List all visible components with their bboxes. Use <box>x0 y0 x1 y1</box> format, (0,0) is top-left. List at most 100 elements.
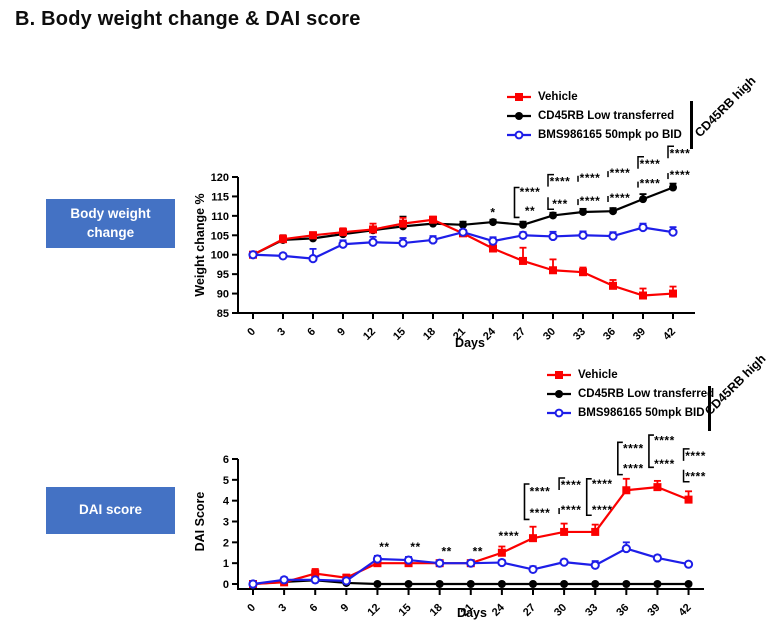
significance-stars: **** <box>623 461 644 475</box>
x-tick-label: 30 <box>541 326 558 343</box>
significance-stars: **** <box>561 503 582 517</box>
x-tick-label: 39 <box>631 326 648 343</box>
legend-item-vehicle: Vehicle <box>546 365 714 384</box>
significance-stars: **** <box>550 175 571 189</box>
legend-item-bms986165-50mpk-bid: BMS986165 50mpk BID <box>546 403 714 422</box>
axes <box>237 459 704 590</box>
square-marker-icon <box>507 92 531 101</box>
legend-item-label: Vehicle <box>538 90 578 103</box>
significance-stars: **** <box>654 457 675 471</box>
significance-stars: **** <box>685 470 706 484</box>
significance-stars: ** <box>379 540 389 554</box>
legend-item-label: Vehicle <box>578 368 618 381</box>
y-tick-label: 120 <box>211 172 229 184</box>
significance-stars: *** <box>552 197 568 211</box>
side-label-body-weight-change: Body weight change <box>46 199 175 248</box>
side-label-dai-score: DAI score <box>46 487 175 534</box>
significance-stars: **** <box>610 166 631 180</box>
circle-open-marker-icon <box>547 408 571 417</box>
x-tick-label: 18 <box>421 326 438 343</box>
x-tick-label: 39 <box>645 602 662 619</box>
legend-item-cd45rb-low-transferred: CD45RB Low transferred <box>546 384 714 403</box>
significance-stars: **** <box>640 177 661 191</box>
side-label-text: Body weight change <box>70 206 151 240</box>
significance-stars: **** <box>592 477 613 491</box>
significance-stars: ** <box>410 540 420 554</box>
legend-item-label: BMS986165 50mpk po BID <box>538 128 682 141</box>
x-tick-label: 9 <box>339 602 352 615</box>
x-tick-label: 42 <box>677 602 694 619</box>
side-label-text: DAI score <box>78 502 143 518</box>
x-tick-label: 12 <box>365 602 382 619</box>
x-tick-label: 0 <box>245 602 258 615</box>
x-tick-label: 15 <box>391 326 408 343</box>
x-tick-label: 18 <box>428 602 445 619</box>
y-tick-label: 2 <box>223 537 229 549</box>
significance-stars: * <box>490 206 495 220</box>
significance-stars: **** <box>530 506 551 520</box>
y-tick-label: 1 <box>223 558 229 570</box>
y-tick-label: 0 <box>223 579 229 591</box>
y-axis-ticks: 0 1 2 3 4 5 6 <box>223 454 238 591</box>
legend-item-label: BMS986165 50mpk BID <box>578 406 705 419</box>
x-tick-label: 0 <box>245 326 258 339</box>
y-tick-label: 4 <box>223 496 230 508</box>
significance-stars: **** <box>654 433 675 447</box>
x-tick-label: 30 <box>552 602 569 619</box>
significance-annotations: ****************************************… <box>490 145 691 220</box>
x-tick-label: 33 <box>571 326 588 343</box>
legend-item-label: CD45RB Low transferred <box>538 109 675 122</box>
circle-marker-icon <box>507 111 531 120</box>
series-vehicle <box>249 477 693 588</box>
y-tick-label: 100 <box>211 250 229 262</box>
y-tick-label: 95 <box>217 269 229 281</box>
x-axis-title: Days <box>457 606 487 620</box>
x-tick-label: 6 <box>308 602 321 615</box>
x-tick-label: 12 <box>361 326 378 343</box>
cd45rb-high-bracket-bar-bottom <box>708 386 711 431</box>
significance-stars: **** <box>580 171 601 185</box>
y-tick-label: 5 <box>223 475 229 487</box>
significance-stars: **** <box>580 194 601 208</box>
body-weight-chart-legend: Vehicle CD45RB Low transferred BMS986165 5… <box>506 87 682 144</box>
legend-item-vehicle: Vehicle <box>506 87 682 106</box>
y-tick-label: 6 <box>223 454 229 466</box>
significance-stars: ** <box>441 545 451 559</box>
series-bms986165-50mpk-bid <box>248 541 694 589</box>
legend-item-bms986165-50mpk-po-bid: BMS986165 50mpk po BID <box>506 125 682 144</box>
legend-item-cd45rb-low-transferred: CD45RB Low transferred <box>506 106 682 125</box>
circle-marker-icon <box>547 389 571 398</box>
circle-open-marker-icon <box>507 130 531 139</box>
significance-stars: **** <box>623 442 644 456</box>
significance-stars: **** <box>530 484 551 498</box>
page-title: B. Body weight change & DAI score <box>15 8 361 30</box>
x-tick-label: 6 <box>305 326 318 339</box>
x-tick-label: 27 <box>521 602 538 619</box>
y-axis-title: DAI Score <box>193 492 207 552</box>
y-tick-label: 90 <box>217 289 229 301</box>
significance-stars: **** <box>640 157 661 171</box>
square-marker-icon <box>547 370 571 379</box>
x-tick-label: 36 <box>614 602 631 619</box>
x-tick-label: 3 <box>275 326 288 339</box>
dai-chart-legend: Vehicle CD45RB Low transferred BMS986165 5… <box>546 365 714 422</box>
y-tick-label: 105 <box>211 230 229 242</box>
significance-stars: ** <box>525 204 535 218</box>
significance-stars: **** <box>592 503 613 517</box>
significance-stars: **** <box>670 146 691 160</box>
significance-stars: **** <box>610 191 631 205</box>
y-tick-label: 3 <box>223 517 229 529</box>
x-tick-label: 15 <box>397 602 414 619</box>
y-tick-label: 115 <box>211 191 229 203</box>
x-tick-label: 33 <box>583 602 600 619</box>
legend-item-label: CD45RB Low transferred <box>578 387 715 400</box>
cd45rb-high-bracket-bar-top <box>690 101 693 149</box>
x-tick-label: 24 <box>490 601 508 619</box>
significance-annotations: ****************************************… <box>379 433 706 559</box>
x-tick-label: 27 <box>511 326 528 343</box>
x-tick-label: 36 <box>601 326 618 343</box>
x-tick-label: 9 <box>335 326 348 339</box>
y-axis-ticks: 85 90 95 100 105 110 115 120 <box>211 172 238 320</box>
